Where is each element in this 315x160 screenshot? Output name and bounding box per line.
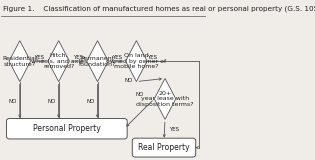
Text: YES: YES: [112, 55, 122, 60]
Polygon shape: [9, 41, 31, 82]
Text: Real Property: Real Property: [138, 143, 190, 152]
Text: Permanent
foundation?: Permanent foundation?: [79, 56, 116, 67]
Polygon shape: [126, 41, 147, 82]
Text: Figure 1.    Classification of manufactured homes as real or personal property (: Figure 1. Classification of manufactured…: [3, 5, 315, 12]
Text: Residential
structure?: Residential structure?: [3, 56, 37, 67]
Text: YES: YES: [147, 55, 157, 60]
Text: NO: NO: [9, 99, 17, 104]
Text: NO: NO: [86, 99, 94, 104]
Text: NO: NO: [135, 92, 143, 97]
Text: NO: NO: [125, 77, 133, 83]
Text: 20+
year lease with
disposition terms?: 20+ year lease with disposition terms?: [136, 91, 194, 107]
Text: Personal Property: Personal Property: [33, 124, 101, 133]
Text: YES: YES: [169, 127, 179, 132]
Text: YES: YES: [73, 55, 83, 60]
FancyBboxPatch shape: [7, 119, 127, 139]
Text: NO: NO: [47, 99, 55, 104]
Polygon shape: [48, 41, 69, 82]
FancyBboxPatch shape: [132, 138, 196, 157]
Polygon shape: [154, 78, 176, 119]
Polygon shape: [87, 41, 108, 82]
Text: Hitch,
wheels, and axles
removed?: Hitch, wheels, and axles removed?: [31, 53, 87, 69]
Text: YES: YES: [34, 55, 44, 60]
Text: On land
owned by owner of
mobile home?: On land owned by owner of mobile home?: [106, 53, 166, 69]
